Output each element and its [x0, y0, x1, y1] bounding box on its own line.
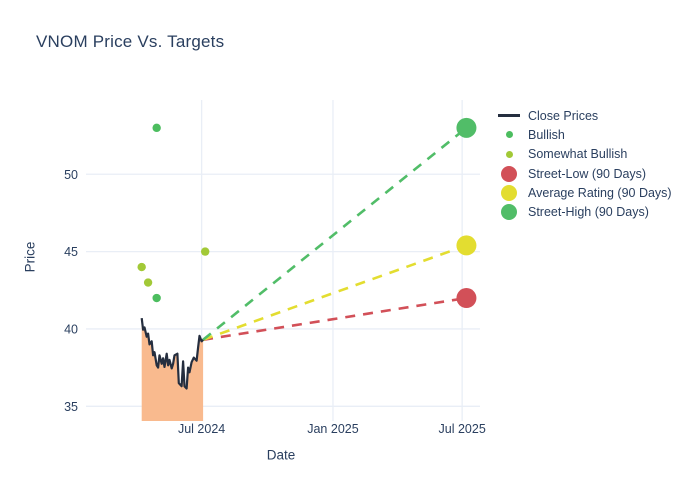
close-price-line — [140, 317, 204, 390]
legend-item-street-low-90-days[interactable]: Street-Low (90 Days) — [497, 164, 672, 183]
legend-item-bullish[interactable]: Bullish — [497, 125, 672, 144]
legend-item-somewhat-bullish[interactable]: Somewhat Bullish — [497, 145, 672, 164]
x-tick-label: Jul 2025 — [439, 422, 486, 436]
close-price-fill — [141, 318, 204, 421]
target-marker[interactable] — [456, 288, 477, 309]
rating-dot[interactable] — [200, 247, 210, 256]
legend-label: Close Prices — [528, 108, 599, 123]
legend-label: Average Rating (90 Days) — [528, 185, 672, 200]
legend-item-close-prices[interactable]: Close Prices — [497, 106, 672, 125]
street-high-90-days-marker-icon — [497, 204, 521, 221]
rating-dot[interactable] — [143, 278, 153, 287]
rating-dot[interactable] — [152, 293, 161, 303]
average-rating-90-days-marker-icon — [497, 184, 521, 201]
target-marker[interactable] — [456, 235, 477, 256]
legend-item-average-rating-90-days[interactable]: Average Rating (90 Days) — [497, 183, 672, 202]
x-tick-label: Jul 2024 — [178, 422, 225, 436]
x-axis-title: Date — [266, 447, 296, 463]
somewhat-bullish-marker-icon — [497, 150, 521, 158]
legend-label: Somewhat Bullish — [528, 147, 628, 162]
bullish-marker-icon — [497, 131, 521, 139]
y-tick-label: 35 — [64, 400, 78, 414]
legend-label: Street-Low (90 Days) — [528, 166, 647, 181]
rating-dot[interactable] — [137, 262, 146, 272]
legend-label: Street-High (90 Days) — [528, 205, 649, 220]
y-tick-label: 40 — [64, 322, 78, 336]
close-prices-marker-icon — [497, 114, 521, 117]
chart-legend: Close Prices Bullish Somewhat Bullish Stree… — [497, 106, 672, 222]
y-tick-label: 50 — [64, 168, 78, 182]
projection-line — [202, 126, 468, 341]
street-low-90-days-marker-icon — [497, 165, 521, 182]
chart-title: VNOM Price Vs. Targets — [36, 32, 225, 51]
y-axis-title: Price — [22, 241, 38, 273]
x-tick-label: Jan 2025 — [307, 422, 358, 436]
projection-line — [202, 244, 467, 342]
legend-label: Bullish — [528, 127, 565, 142]
projection-line — [202, 296, 467, 342]
rating-dot[interactable] — [152, 123, 161, 133]
target-marker[interactable] — [456, 117, 477, 138]
legend-item-street-high-90-days[interactable]: Street-High (90 Days) — [497, 202, 672, 221]
y-tick-label: 45 — [64, 245, 78, 259]
